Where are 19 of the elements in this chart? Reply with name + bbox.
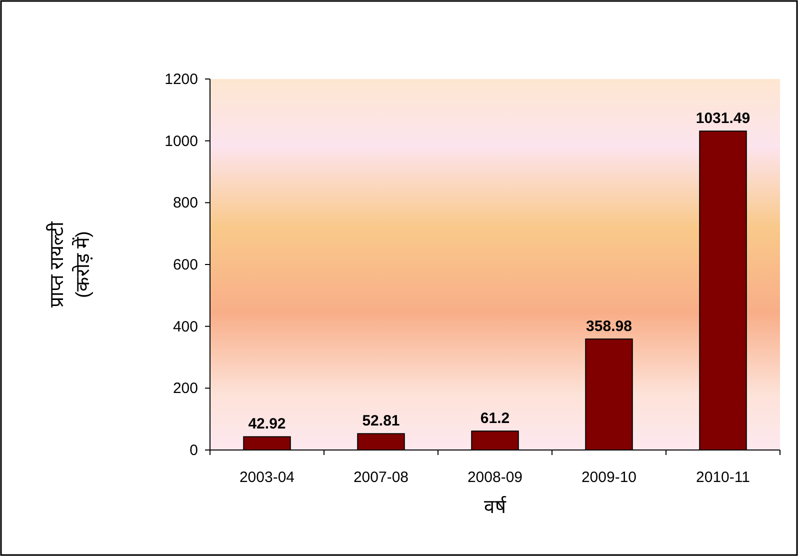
x-tick-label: 2009-10: [581, 469, 637, 486]
data-label: 61.2: [480, 410, 510, 428]
y-tick-label: 0: [190, 442, 198, 459]
y-tick-label: 200: [172, 380, 198, 398]
x-tick-label: 2010-11: [696, 469, 750, 486]
x-tick-label: 2003-04: [239, 469, 295, 486]
y-tick-label: 400: [172, 318, 198, 336]
y-tick-label: 1200: [164, 71, 198, 88]
data-label: 42.92: [248, 416, 286, 433]
x-tick-label: 2008-09: [467, 469, 523, 486]
data-label: 52.81: [362, 412, 400, 430]
data-label: 358.98: [586, 318, 632, 336]
y-tick-label: 1000: [164, 132, 198, 150]
y-tick-label: 600: [172, 256, 198, 274]
y-axis-title: प्राप्त रायल्टी (करोड़ में): [45, 220, 94, 308]
data-label: 1031.49: [696, 110, 750, 128]
x-tick-label: 2007-08: [353, 469, 409, 486]
x-axis-title: वर्ष: [484, 495, 507, 518]
y-tick-label: 800: [172, 194, 198, 212]
